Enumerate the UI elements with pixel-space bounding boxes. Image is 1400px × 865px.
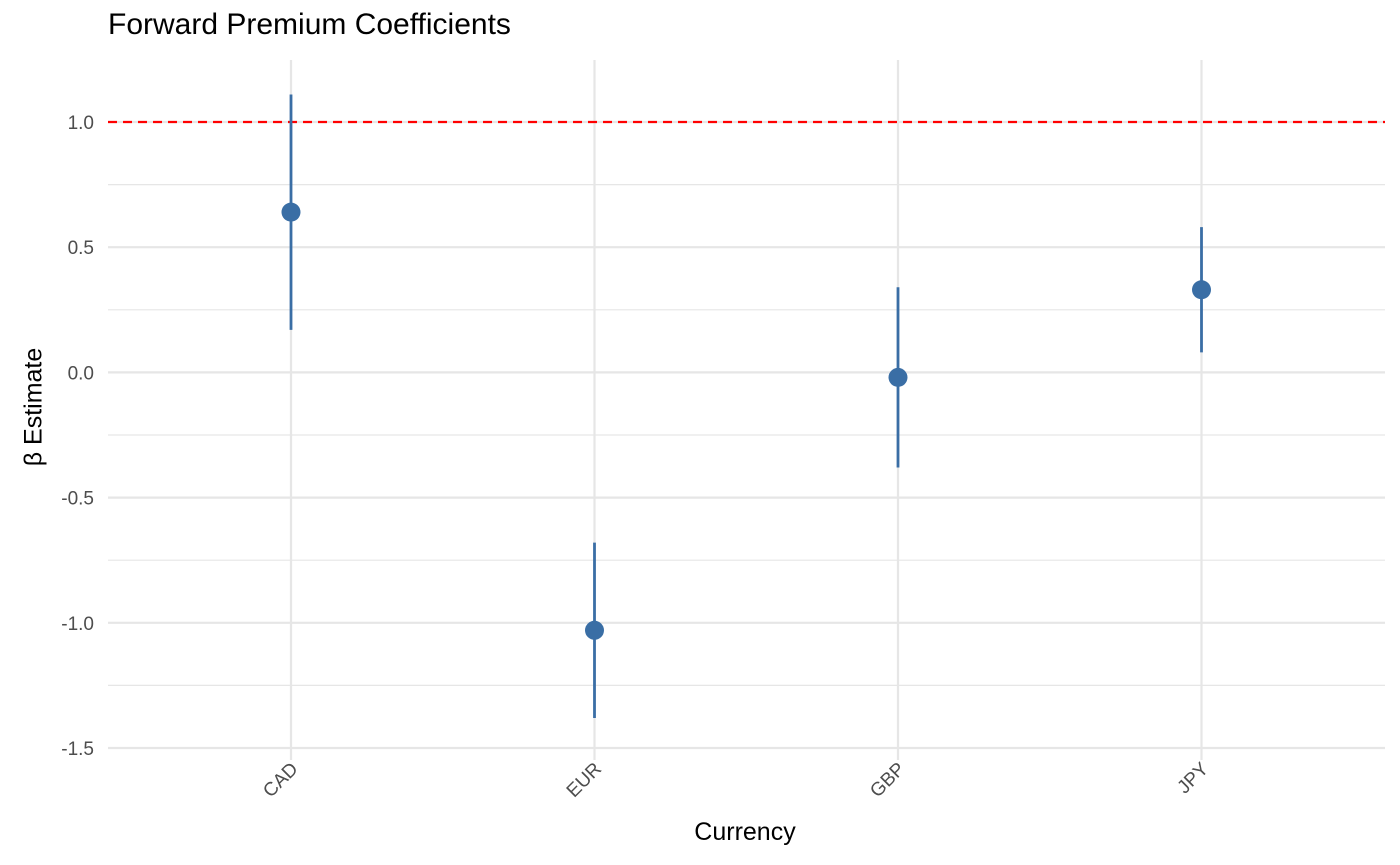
point-cad: [281, 202, 301, 222]
point-jpy: [1192, 280, 1211, 300]
point-gbp: [888, 367, 908, 387]
x-tick-label-gbp: GBP: [866, 759, 909, 802]
x-tick-label-cad: CAD: [259, 759, 302, 802]
y-tick-label: 0.0: [68, 363, 94, 384]
y-tick-label: -0.5: [61, 489, 94, 510]
y-axis-label: β Estimate: [19, 347, 48, 467]
y-tick-label: 0.5: [68, 238, 94, 259]
y-tick-label: 1.0: [68, 113, 94, 134]
y-tick-label: -1.5: [61, 739, 94, 760]
y-tick-label: -1.0: [61, 614, 94, 635]
x-tick-label-eur: EUR: [563, 759, 606, 802]
x-axis-label: Currency: [694, 818, 796, 846]
chart-title: Forward Premium Coefficients: [108, 8, 511, 41]
x-tick-label-jpy: JPY: [1174, 758, 1214, 798]
point-eur: [585, 620, 604, 640]
